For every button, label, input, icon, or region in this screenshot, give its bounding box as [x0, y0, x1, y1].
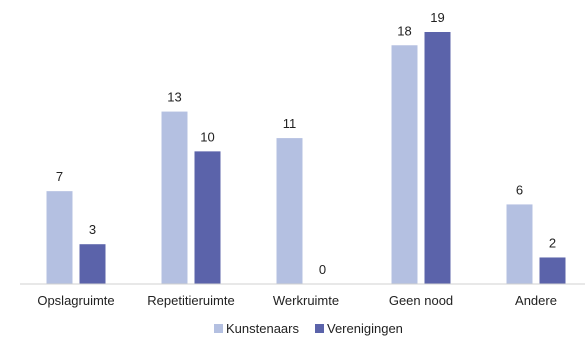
legend-label-verenigingen: Verenigingen [327, 321, 403, 336]
value-label-verenigingen-opslagruimte: 3 [89, 222, 96, 237]
category-labels-group: Opslagruimte Repetitieruimte Werkruimte Gee… [37, 293, 557, 308]
bar-verenigingen-opslagruimte [79, 244, 106, 284]
bar-kunstenaars-werkruimte [276, 138, 303, 284]
value-labels-group: 7 3 13 10 11 0 18 19 6 2 [56, 10, 556, 277]
bar-kunstenaars-repetitieruimte [161, 111, 188, 284]
value-label-verenigingen-repetitieruimte: 10 [200, 129, 214, 144]
category-label-repetitieruimte: Repetitieruimte [147, 293, 234, 308]
value-label-kunstenaars-geen-nood: 18 [397, 23, 411, 38]
value-label-verenigingen-andere: 2 [549, 235, 556, 250]
category-label-geen-nood: Geen nood [389, 293, 453, 308]
category-label-werkruimte: Werkruimte [273, 293, 339, 308]
value-label-verenigingen-werkruimte: 0 [319, 262, 326, 277]
bar-verenigingen-repetitieruimte [194, 151, 221, 284]
value-label-kunstenaars-opslagruimte: 7 [56, 169, 63, 184]
legend-swatch-kunstenaars [214, 324, 223, 333]
legend-label-kunstenaars: Kunstenaars [226, 321, 299, 336]
value-label-verenigingen-geen-nood: 19 [430, 10, 444, 25]
category-label-opslagruimte: Opslagruimte [37, 293, 114, 308]
bars-group [46, 32, 566, 285]
value-label-kunstenaars-repetitieruimte: 13 [167, 90, 181, 105]
legend-swatch-verenigingen [315, 324, 324, 333]
bar-kunstenaars-geen-nood [391, 45, 418, 285]
category-label-andere: Andere [515, 293, 557, 308]
value-label-kunstenaars-werkruimte: 11 [283, 116, 297, 131]
legend: Kunstenaars Verenigingen [214, 321, 403, 336]
bar-kunstenaars-andere [506, 204, 533, 284]
bar-verenigingen-andere [539, 257, 566, 284]
value-label-kunstenaars-andere: 6 [516, 182, 523, 197]
bar-verenigingen-geen-nood [424, 32, 451, 284]
bar-kunstenaars-opslagruimte [46, 191, 73, 284]
